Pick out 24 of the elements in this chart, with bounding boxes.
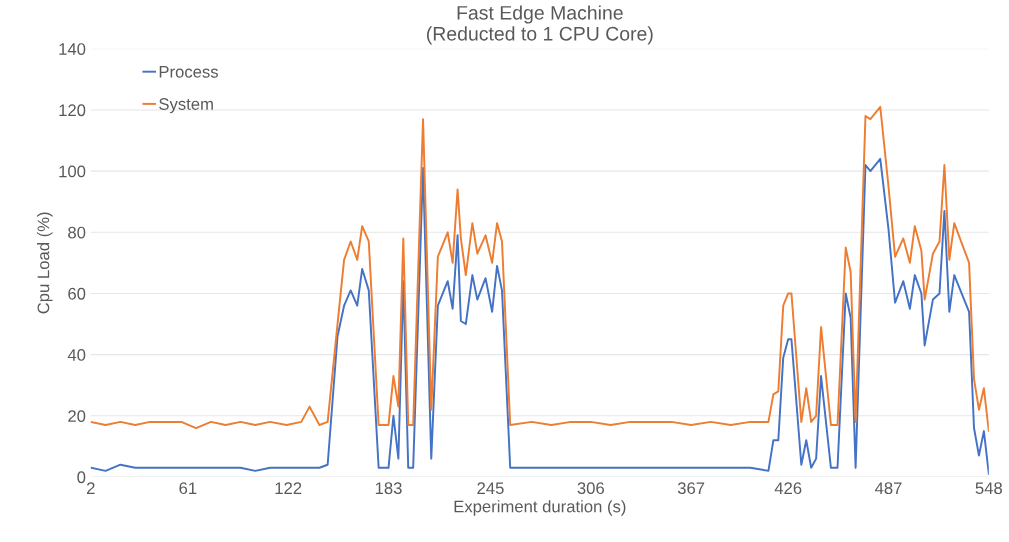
legend-label: System xyxy=(159,98,213,114)
x-tick-label: 122 xyxy=(275,482,302,494)
x-tick-label: 306 xyxy=(577,482,604,495)
x-tick-label: 487 xyxy=(874,482,902,495)
x-tick-label: 61 xyxy=(179,482,197,495)
x-tick-label: 245 xyxy=(477,482,504,495)
y-tick-label: 140 xyxy=(59,43,86,55)
chart-title: Fast Edge Machine (Reducted to 1 CPU Core) xyxy=(427,5,653,45)
legend-label: Process xyxy=(159,66,218,78)
line-series xyxy=(90,157,989,475)
x-axis-title: Experiment duration (s) xyxy=(454,500,626,516)
y-tick-label: 80 xyxy=(68,226,86,239)
x-tick-label: 367 xyxy=(677,482,705,495)
y-tick-label: 0 xyxy=(77,471,86,484)
y-tick-label: 120 xyxy=(59,104,86,117)
x-tick-label: 2 xyxy=(87,482,95,494)
x-tick-label: 548 xyxy=(975,482,1002,495)
y-tick-label: 40 xyxy=(67,349,86,361)
y-tick-label: 100 xyxy=(59,165,86,178)
y-tick-label: 60 xyxy=(68,287,86,300)
x-tick-label: 426 xyxy=(774,482,802,495)
y-axis-title: Cpu Load (%) xyxy=(37,212,53,314)
x-tick-label: 183 xyxy=(375,482,402,495)
y-tick-label: 20 xyxy=(68,410,86,422)
